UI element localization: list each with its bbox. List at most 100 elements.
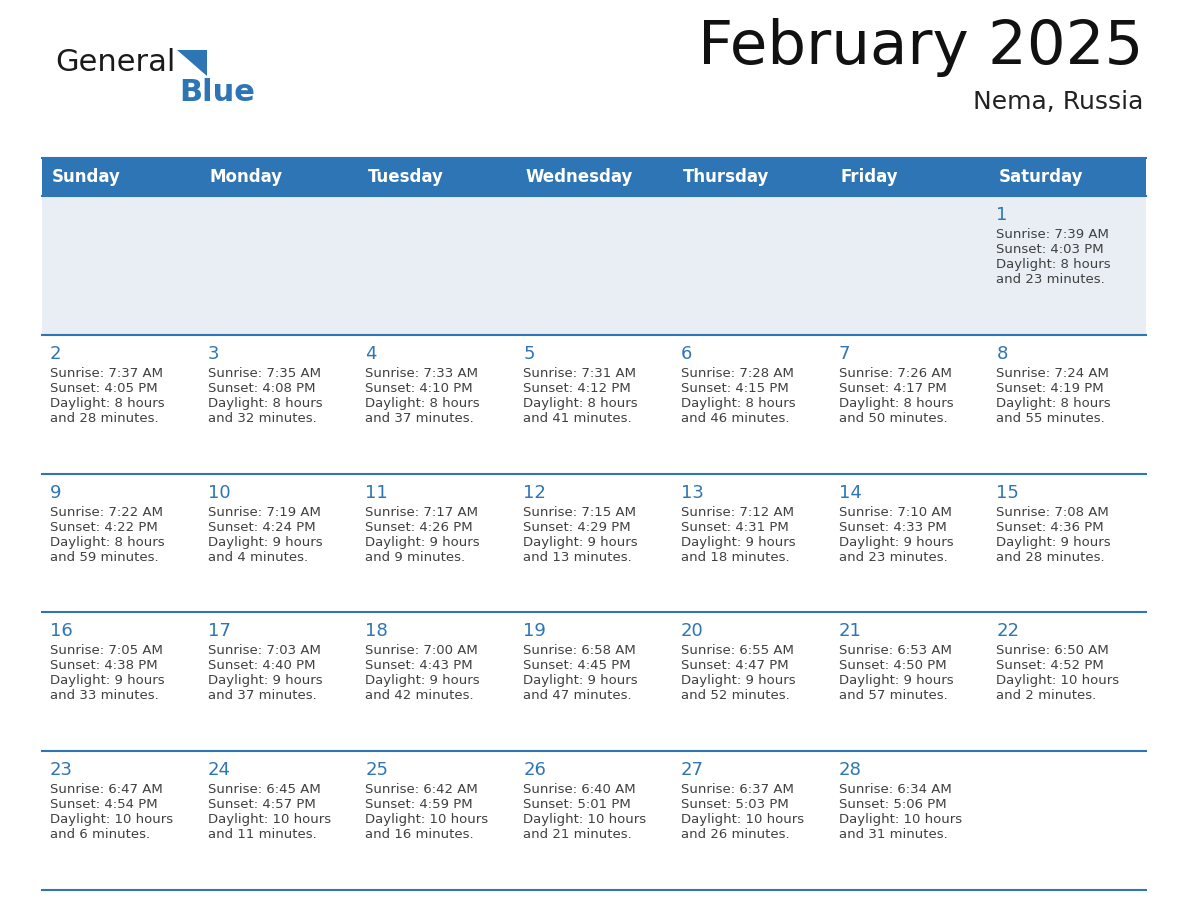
Text: Daylight: 8 hours: Daylight: 8 hours: [50, 535, 165, 549]
Text: 21: 21: [839, 622, 861, 641]
Text: Daylight: 9 hours: Daylight: 9 hours: [997, 535, 1111, 549]
Text: Sunset: 4:43 PM: Sunset: 4:43 PM: [366, 659, 473, 672]
Text: 7: 7: [839, 345, 851, 363]
Text: Daylight: 9 hours: Daylight: 9 hours: [839, 675, 953, 688]
Text: and 2 minutes.: and 2 minutes.: [997, 689, 1097, 702]
Text: Sunrise: 7:35 AM: Sunrise: 7:35 AM: [208, 367, 321, 380]
Text: 25: 25: [366, 761, 388, 779]
Text: 12: 12: [523, 484, 546, 501]
Text: and 6 minutes.: and 6 minutes.: [50, 828, 150, 841]
Text: Sunset: 4:10 PM: Sunset: 4:10 PM: [366, 382, 473, 395]
Text: Daylight: 9 hours: Daylight: 9 hours: [681, 675, 796, 688]
Text: Sunrise: 7:08 AM: Sunrise: 7:08 AM: [997, 506, 1110, 519]
Text: Sunrise: 6:53 AM: Sunrise: 6:53 AM: [839, 644, 952, 657]
Text: Daylight: 8 hours: Daylight: 8 hours: [208, 397, 322, 409]
Text: Daylight: 10 hours: Daylight: 10 hours: [523, 813, 646, 826]
Text: and 11 minutes.: and 11 minutes.: [208, 828, 316, 841]
Text: and 4 minutes.: and 4 minutes.: [208, 551, 308, 564]
Text: Sunrise: 7:19 AM: Sunrise: 7:19 AM: [208, 506, 321, 519]
Text: Daylight: 9 hours: Daylight: 9 hours: [681, 535, 796, 549]
Text: Sunrise: 7:05 AM: Sunrise: 7:05 AM: [50, 644, 163, 657]
Text: Sunrise: 7:37 AM: Sunrise: 7:37 AM: [50, 367, 163, 380]
Text: Sunrise: 6:42 AM: Sunrise: 6:42 AM: [366, 783, 479, 796]
Text: 9: 9: [50, 484, 62, 501]
Text: Sunset: 4:57 PM: Sunset: 4:57 PM: [208, 798, 316, 812]
Text: Sunrise: 7:03 AM: Sunrise: 7:03 AM: [208, 644, 321, 657]
Text: 19: 19: [523, 622, 546, 641]
Text: Daylight: 9 hours: Daylight: 9 hours: [366, 675, 480, 688]
Text: Monday: Monday: [210, 168, 283, 186]
Text: 3: 3: [208, 345, 220, 363]
Text: Sunset: 4:50 PM: Sunset: 4:50 PM: [839, 659, 946, 672]
Text: Sunset: 4:33 PM: Sunset: 4:33 PM: [839, 521, 947, 533]
Text: Sunrise: 7:31 AM: Sunrise: 7:31 AM: [523, 367, 636, 380]
Text: and 52 minutes.: and 52 minutes.: [681, 689, 790, 702]
Text: Daylight: 10 hours: Daylight: 10 hours: [839, 813, 962, 826]
Text: and 32 minutes.: and 32 minutes.: [208, 412, 316, 425]
Text: Tuesday: Tuesday: [367, 168, 443, 186]
Text: Sunset: 4:40 PM: Sunset: 4:40 PM: [208, 659, 315, 672]
Text: and 23 minutes.: and 23 minutes.: [839, 551, 947, 564]
Text: Daylight: 10 hours: Daylight: 10 hours: [366, 813, 488, 826]
Text: Sunset: 4:17 PM: Sunset: 4:17 PM: [839, 382, 947, 395]
Text: Daylight: 8 hours: Daylight: 8 hours: [50, 397, 165, 409]
Bar: [42, 158, 1146, 196]
Text: 8: 8: [997, 345, 1007, 363]
Text: Daylight: 9 hours: Daylight: 9 hours: [366, 535, 480, 549]
Text: Sunset: 4:15 PM: Sunset: 4:15 PM: [681, 382, 789, 395]
Text: Sunset: 4:31 PM: Sunset: 4:31 PM: [681, 521, 789, 533]
Text: Sunset: 4:59 PM: Sunset: 4:59 PM: [366, 798, 473, 812]
Text: 11: 11: [366, 484, 388, 501]
Text: and 21 minutes.: and 21 minutes.: [523, 828, 632, 841]
Text: Daylight: 9 hours: Daylight: 9 hours: [523, 535, 638, 549]
Text: 5: 5: [523, 345, 535, 363]
Text: and 33 minutes.: and 33 minutes.: [50, 689, 159, 702]
Text: Nema, Russia: Nema, Russia: [973, 90, 1143, 114]
Text: Wednesday: Wednesday: [525, 168, 632, 186]
Text: Sunset: 5:01 PM: Sunset: 5:01 PM: [523, 798, 631, 812]
Text: and 26 minutes.: and 26 minutes.: [681, 828, 790, 841]
Text: 22: 22: [997, 622, 1019, 641]
Text: and 47 minutes.: and 47 minutes.: [523, 689, 632, 702]
Text: Sunrise: 7:24 AM: Sunrise: 7:24 AM: [997, 367, 1110, 380]
Text: Daylight: 8 hours: Daylight: 8 hours: [839, 397, 953, 409]
Text: Sunrise: 7:33 AM: Sunrise: 7:33 AM: [366, 367, 479, 380]
Text: 23: 23: [50, 761, 72, 779]
Text: and 28 minutes.: and 28 minutes.: [50, 412, 159, 425]
Polygon shape: [177, 50, 207, 76]
Text: Sunrise: 7:17 AM: Sunrise: 7:17 AM: [366, 506, 479, 519]
Text: Daylight: 10 hours: Daylight: 10 hours: [50, 813, 173, 826]
Text: Daylight: 10 hours: Daylight: 10 hours: [208, 813, 330, 826]
Text: Daylight: 8 hours: Daylight: 8 hours: [366, 397, 480, 409]
Text: Sunrise: 7:28 AM: Sunrise: 7:28 AM: [681, 367, 794, 380]
Text: Sunrise: 6:40 AM: Sunrise: 6:40 AM: [523, 783, 636, 796]
Text: Daylight: 9 hours: Daylight: 9 hours: [839, 535, 953, 549]
Text: 2: 2: [50, 345, 62, 363]
Text: Sunrise: 6:55 AM: Sunrise: 6:55 AM: [681, 644, 794, 657]
Text: Sunset: 4:52 PM: Sunset: 4:52 PM: [997, 659, 1104, 672]
Text: and 57 minutes.: and 57 minutes.: [839, 689, 947, 702]
Text: Sunset: 4:03 PM: Sunset: 4:03 PM: [997, 243, 1104, 256]
Text: 15: 15: [997, 484, 1019, 501]
Text: 28: 28: [839, 761, 861, 779]
Text: Sunrise: 7:15 AM: Sunrise: 7:15 AM: [523, 506, 636, 519]
Text: Sunrise: 7:12 AM: Sunrise: 7:12 AM: [681, 506, 794, 519]
Text: 14: 14: [839, 484, 861, 501]
Text: Sunset: 5:06 PM: Sunset: 5:06 PM: [839, 798, 946, 812]
Text: Sunset: 4:08 PM: Sunset: 4:08 PM: [208, 382, 315, 395]
Text: Sunset: 4:05 PM: Sunset: 4:05 PM: [50, 382, 158, 395]
Text: Daylight: 8 hours: Daylight: 8 hours: [523, 397, 638, 409]
Text: Daylight: 9 hours: Daylight: 9 hours: [208, 535, 322, 549]
Text: Sunset: 4:22 PM: Sunset: 4:22 PM: [50, 521, 158, 533]
Bar: [42, 196, 1146, 335]
Text: Sunrise: 7:10 AM: Sunrise: 7:10 AM: [839, 506, 952, 519]
Text: 10: 10: [208, 484, 230, 501]
Text: Sunset: 4:26 PM: Sunset: 4:26 PM: [366, 521, 473, 533]
Text: and 28 minutes.: and 28 minutes.: [997, 551, 1105, 564]
Text: Sunrise: 6:50 AM: Sunrise: 6:50 AM: [997, 644, 1110, 657]
Text: Sunset: 4:29 PM: Sunset: 4:29 PM: [523, 521, 631, 533]
Text: General: General: [55, 48, 176, 77]
Text: Daylight: 8 hours: Daylight: 8 hours: [681, 397, 796, 409]
Text: Daylight: 9 hours: Daylight: 9 hours: [523, 675, 638, 688]
Text: February 2025: February 2025: [697, 18, 1143, 77]
